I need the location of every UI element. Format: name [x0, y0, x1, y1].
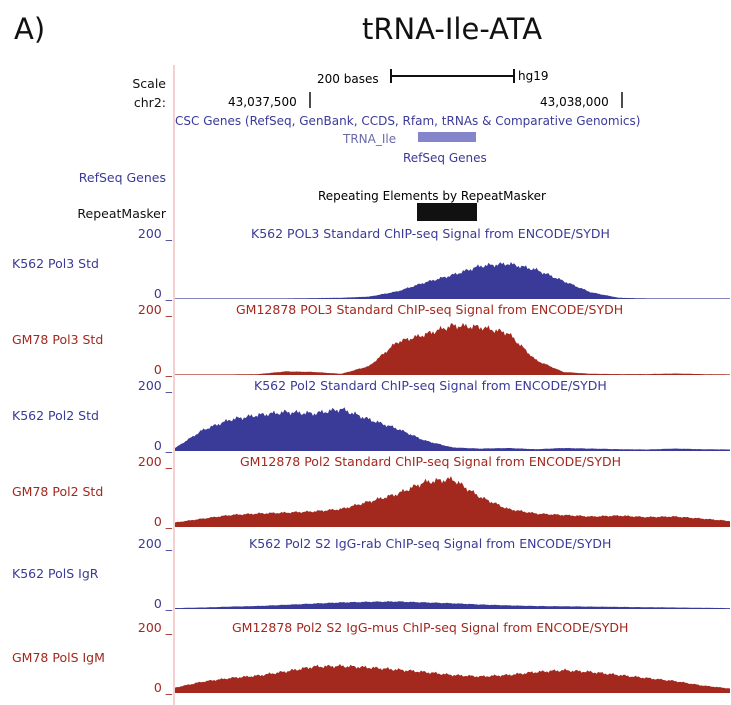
- repeat-track-title: Repeating Elements by RepeatMasker: [318, 189, 546, 203]
- refseq-side-label: RefSeq Genes: [78, 170, 166, 185]
- y-max-label-1: 200 _: [137, 226, 172, 241]
- track-name-4: GM78 Pol2 Std: [12, 484, 104, 499]
- track-title-3: K562 Pol2 Standard ChIP-seq Signal from …: [254, 378, 607, 393]
- refseq-track-title: RefSeq Genes: [403, 151, 487, 165]
- signal-area-5: [175, 601, 730, 609]
- track-name-3: K562 Pol2 Std: [12, 408, 99, 423]
- repeat-side-label: RepeatMasker: [77, 206, 166, 221]
- scale-label: Scale: [132, 76, 166, 91]
- y-min-label-6: 0 _: [153, 680, 172, 695]
- track-name-1: K562 Pol3 Std: [12, 256, 99, 271]
- track-name-5: K562 PolS IgR: [12, 566, 99, 581]
- panel-label: A): [14, 12, 46, 46]
- chart-title: tRNA-Ile-ATA: [362, 12, 543, 46]
- trna-ile-gene-bar: [418, 132, 476, 142]
- y-max-label-4: 200 _: [137, 454, 172, 469]
- signal-tracks: [175, 262, 730, 693]
- track-name-6: GM78 PolS IgM: [12, 650, 105, 665]
- signal-area-2: [175, 322, 730, 375]
- y-max-label-5: 200 _: [137, 536, 172, 551]
- gene-name: TRNA_Ile: [343, 132, 397, 146]
- repeatmasker-element-bar: [417, 203, 477, 221]
- y-min-label-5: 0 _: [153, 596, 172, 611]
- signal-area-1: [175, 262, 730, 299]
- scale-text: 200 bases: [317, 72, 379, 86]
- signal-area-6: [175, 664, 730, 693]
- y-max-label-2: 200 _: [137, 302, 172, 317]
- y-max-label-6: 200 _: [137, 620, 172, 635]
- track-name-2: GM78 Pol3 Std: [12, 332, 104, 347]
- y-min-label-4: 0 _: [153, 514, 172, 529]
- signal-area-3: [175, 407, 730, 451]
- y-max-label-3: 200 _: [137, 378, 172, 393]
- position-left: 43,037,500: [228, 95, 297, 109]
- assembly-label: hg19: [518, 69, 549, 83]
- track-title-6: GM12878 Pol2 S2 IgG-mus ChIP-seq Signal …: [232, 620, 629, 635]
- track-title-1: K562 POL3 Standard ChIP-seq Signal from …: [251, 226, 610, 241]
- track-title-4: GM12878 Pol2 Standard ChIP-seq Signal fr…: [240, 454, 621, 469]
- y-min-label-2: 0 _: [153, 362, 172, 377]
- signal-area-4: [175, 476, 730, 527]
- track-title-5: K562 Pol2 S2 IgG-rab ChIP-seq Signal fro…: [249, 536, 612, 551]
- gene-track-title: CSC Genes (RefSeq, GenBank, CCDS, Rfam, …: [175, 114, 641, 128]
- chrom-label: chr2:: [133, 95, 166, 110]
- y-min-label-1: 0 _: [153, 286, 172, 301]
- y-min-label-3: 0 _: [153, 438, 172, 453]
- track-title-2: GM12878 POL3 Standard ChIP-seq Signal fr…: [236, 302, 624, 317]
- scale-bar: [390, 69, 515, 83]
- position-right: 43,038,000: [540, 95, 609, 109]
